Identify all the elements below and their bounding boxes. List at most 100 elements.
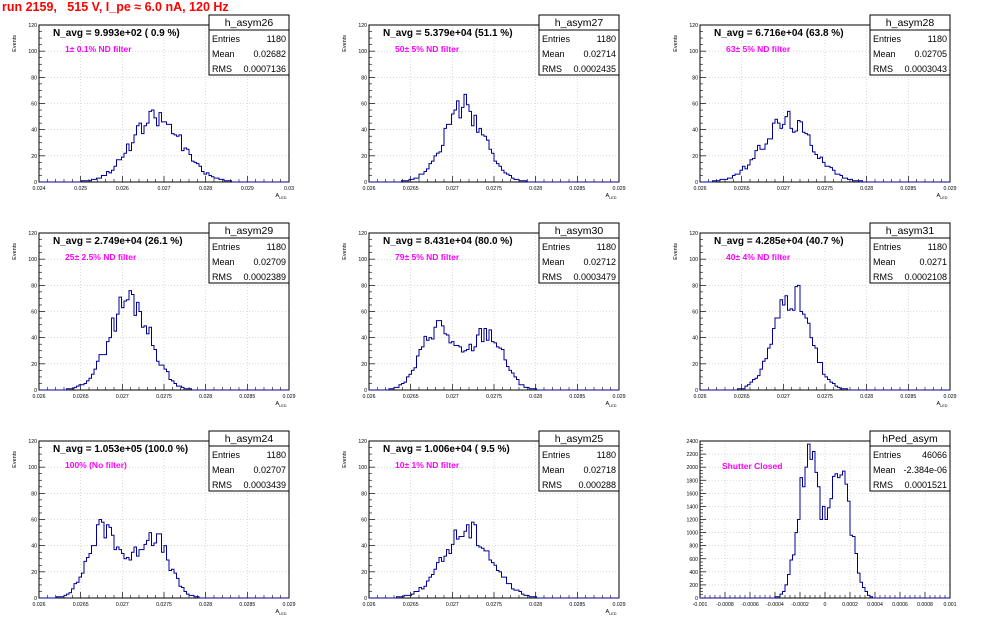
y-tick-label: 40 — [361, 128, 367, 134]
histogram-panel-h_asym28: 0.026 0.0265 0.027 0.0275 0.028 0.0285 0.029 0 2… — [673, 14, 957, 200]
x-tick-label: 0.0265 — [403, 602, 419, 608]
x-tick-label: 0.027 — [158, 186, 171, 192]
x-tick-label: 0.029 — [613, 186, 626, 192]
y-tick-label: 80 — [31, 75, 37, 81]
navg-label: N_avg = 4.285e+04 (40.7 %) — [714, 236, 844, 247]
y-tick-label: 40 — [31, 544, 37, 550]
stats-box — [869, 430, 951, 492]
y-axis-title: Events — [342, 243, 348, 260]
stats-key: RMS — [542, 64, 562, 74]
x-tick-label: -0.0008 — [716, 602, 734, 608]
stats-value: 1180 — [597, 34, 616, 44]
y-tick-label: 0 — [695, 180, 698, 186]
y-tick-label: 120 — [28, 439, 37, 445]
x-axis-title-subscript: LED — [609, 196, 617, 200]
x-tick-label: 0.0006 — [892, 602, 908, 608]
x-axis-title-subscript: LED — [279, 612, 287, 616]
filter-annotation: 50± 5% ND filter — [395, 44, 460, 54]
x-tick-label: 0.028 — [199, 394, 212, 400]
x-tick-label: 0.0285 — [239, 394, 255, 400]
stats-value: 0.0002108 — [904, 272, 947, 282]
stats-value: 0.02709 — [253, 257, 286, 267]
stats-value: 46066 — [922, 450, 947, 460]
y-tick-label: 0 — [695, 596, 698, 602]
x-axis-title-subscript: LED — [609, 612, 617, 616]
stats-value: 0.0002435 — [573, 64, 616, 74]
x-tick-label: 0.0285 — [569, 186, 585, 192]
x-tick-label: 0.029 — [944, 394, 957, 400]
y-axis-title: Events — [342, 451, 348, 468]
stats-title: h_asym29 — [225, 225, 274, 237]
y-tick-label: 1000 — [686, 531, 698, 537]
stats-key: Mean — [542, 257, 565, 267]
stats-value: 0.02682 — [253, 49, 286, 59]
stats-box — [869, 14, 951, 76]
stats-box — [538, 14, 620, 76]
x-tick-label: 0.0004 — [867, 602, 883, 608]
x-axis-title: ALED — [936, 401, 947, 408]
y-tick-label: 80 — [692, 75, 698, 81]
y-tick-label: 400 — [689, 570, 698, 576]
y-tick-label: 100 — [28, 257, 37, 263]
stats-key: RMS — [873, 64, 893, 74]
filter-annotation: 25± 2.5% ND filter — [65, 252, 137, 262]
y-tick-label: 0 — [695, 388, 698, 394]
histogram-line — [39, 519, 289, 599]
x-tick-label: 0.026 — [33, 602, 46, 608]
x-axis-title: ALED — [605, 193, 616, 200]
y-tick-label: 0 — [34, 596, 37, 602]
y-tick-label: 80 — [692, 283, 698, 289]
stats-box — [208, 14, 290, 76]
y-tick-label: 20 — [31, 362, 37, 368]
stats-key: Mean — [212, 49, 235, 59]
navg-label: N_avg = 2.749e+04 (26.1 %) — [53, 236, 183, 247]
histogram-line — [369, 521, 619, 599]
histogram-line — [700, 284, 950, 391]
y-tick-label: 20 — [31, 154, 37, 160]
x-axis-title: ALED — [275, 193, 286, 200]
stats-value: -2.384e-06 — [903, 465, 947, 475]
y-axis-title: Events — [342, 35, 348, 52]
x-tick-label: 0.0285 — [569, 394, 585, 400]
y-axis-title: Events — [12, 243, 18, 260]
stats-key: Entries — [212, 450, 241, 460]
x-tick-label: 0.0275 — [486, 394, 502, 400]
stats-title: h_asym30 — [555, 225, 604, 237]
y-tick-label: 60 — [31, 310, 37, 316]
histogram-panel-h_asym26: 0.024 0.025 0.026 0.027 0.028 0.029 0.03 0 20 40 6… — [12, 14, 294, 200]
x-tick-label: 0.03 — [284, 186, 294, 192]
navg-label: N_avg = 9.993e+02 ( 0.9 %) — [53, 28, 180, 39]
stats-key: Mean — [873, 257, 896, 267]
y-tick-label: 60 — [31, 518, 37, 524]
x-tick-label: 0.0275 — [817, 394, 833, 400]
stats-key: Entries — [873, 450, 902, 460]
stats-key: Entries — [873, 242, 902, 252]
stats-value: 0.02712 — [583, 257, 616, 267]
histogram-line — [39, 109, 289, 183]
x-tick-label: 0.029 — [241, 186, 254, 192]
stats-value: 1180 — [597, 242, 616, 252]
x-tick-label: 0.027 — [116, 602, 129, 608]
y-tick-label: 1800 — [686, 478, 698, 484]
filter-annotation: 63± 5% ND filter — [726, 44, 791, 54]
x-tick-label: 0.0265 — [73, 394, 89, 400]
x-tick-label: 0.027 — [777, 186, 790, 192]
histogram-panel-h_asym27: 0.026 0.0265 0.027 0.0275 0.028 0.0285 0.029 0 2… — [342, 14, 626, 200]
x-tick-label: 0.027 — [446, 602, 459, 608]
y-tick-label: 1200 — [686, 518, 698, 524]
y-tick-label: 0 — [34, 180, 37, 186]
filter-annotation: 40± 4% ND filter — [726, 252, 791, 262]
y-tick-label: 0 — [364, 180, 367, 186]
stats-title: h_asym25 — [555, 433, 604, 445]
x-axis-title-subscript: LED — [940, 196, 948, 200]
histogram-line — [700, 110, 950, 183]
y-tick-label: 100 — [28, 465, 37, 471]
y-tick-label: 2400 — [686, 439, 698, 445]
y-tick-label: 1600 — [686, 491, 698, 497]
x-axis-title-subscript: LED — [609, 404, 617, 408]
x-tick-label: -0.0006 — [741, 602, 759, 608]
y-tick-label: 100 — [358, 49, 367, 55]
x-tick-label: 0.028 — [860, 394, 873, 400]
y-tick-label: 120 — [689, 231, 698, 237]
histogram-line — [369, 93, 619, 183]
